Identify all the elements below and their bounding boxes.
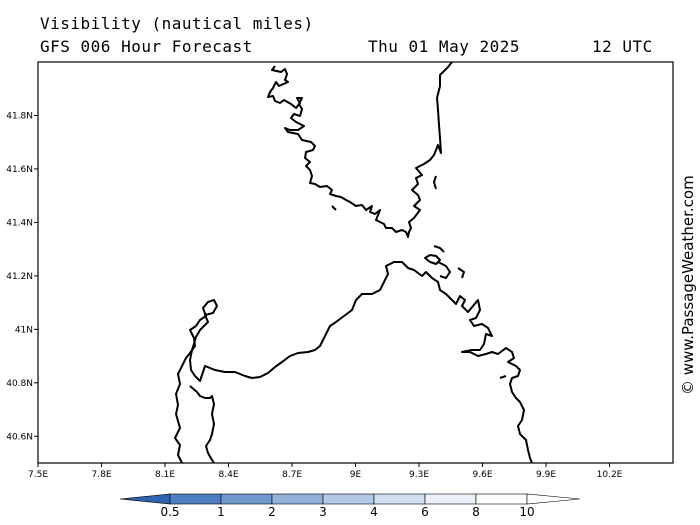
lat-tick-label: 41.2N xyxy=(6,272,33,282)
watermark: © www.PassageWeather.com xyxy=(678,150,698,400)
legend-label: 4 xyxy=(370,505,378,519)
legend-color-box xyxy=(220,493,273,505)
island-outline xyxy=(437,261,451,279)
chart-title: Visibility (nautical miles) xyxy=(40,14,314,33)
legend-color-box xyxy=(169,493,222,505)
visibility-legend: 0.5 1 2 3 4 6 8 10 xyxy=(119,493,581,519)
island-outline xyxy=(457,267,465,279)
legend-color-box xyxy=(373,493,426,505)
island-outline xyxy=(424,254,441,265)
lon-tick-label: 8.4E xyxy=(219,470,239,480)
legend-label: 10 xyxy=(519,505,534,519)
legend-label: 0.5 xyxy=(160,505,179,519)
lon-tick-label: 8.1E xyxy=(155,470,175,480)
legend-lower-arrow xyxy=(119,493,171,505)
lon-tick-label: 9.6E xyxy=(473,470,493,480)
sardinia-coastline xyxy=(174,261,533,464)
coastline-fragment xyxy=(331,205,337,211)
forecast-time: 12 UTC xyxy=(592,37,653,56)
lat-tick-label: 41N xyxy=(15,325,33,335)
chart-subtitle: GFS 006 Hour Forecast xyxy=(40,37,253,56)
watermark-text: © www.PassageWeather.com xyxy=(679,175,697,395)
legend-upper-arrow xyxy=(526,493,581,505)
lon-tick-label: 9.3E xyxy=(409,470,429,480)
legend-label: 3 xyxy=(319,505,327,519)
lat-tick-label: 40.6N xyxy=(6,432,33,442)
lon-tick-label: 7.8E xyxy=(92,470,112,480)
lat-tick-label: 40.8N xyxy=(6,379,33,389)
legend-label: 8 xyxy=(472,505,480,519)
legend-color-box xyxy=(271,493,324,505)
lon-tick-label: 8.7E xyxy=(282,470,302,480)
legend-label: 6 xyxy=(421,505,429,519)
lon-tick-label: 9.9E xyxy=(536,470,556,480)
lat-tick-label: 41.8N xyxy=(6,111,33,121)
island-outline xyxy=(433,245,445,253)
legend-color-box xyxy=(475,493,528,505)
legend-label: 1 xyxy=(217,505,225,519)
corsica-coastline xyxy=(267,61,453,238)
lat-tick-label: 41.6N xyxy=(6,165,33,175)
longitude-ticks: 7.5E 7.8E 8.1E 8.4E 8.7E 9E 9.3E 9.6E 9.9E 10.2E xyxy=(28,463,623,480)
coastlines xyxy=(174,61,533,464)
legend-label: 2 xyxy=(268,505,276,519)
legend-color-box xyxy=(424,493,477,505)
island-outline xyxy=(499,375,507,379)
lon-tick-label: 7.5E xyxy=(28,470,48,480)
forecast-date: Thu 01 May 2025 xyxy=(368,37,520,56)
latitude-ticks: 41.8N 41.6N 41.4N 41.2N 41N 40.8N 40.6N xyxy=(6,111,38,442)
map-frame xyxy=(37,61,674,464)
coastline-fragment xyxy=(433,175,437,190)
lon-tick-label: 9E xyxy=(350,470,362,480)
lon-tick-label: 10.2E xyxy=(597,470,623,480)
legend-color-box xyxy=(322,493,375,505)
lat-tick-label: 41.4N xyxy=(6,218,33,228)
